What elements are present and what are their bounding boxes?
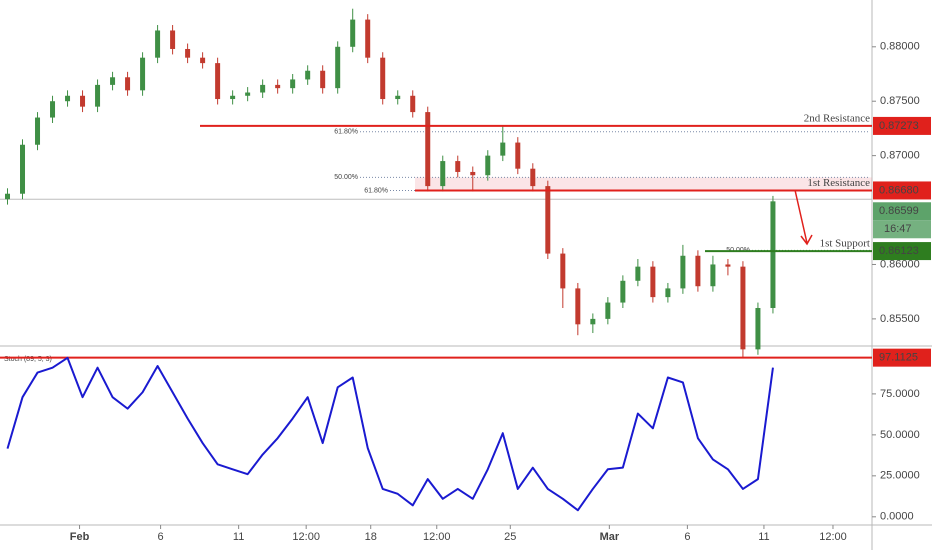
x-tick-label: Mar xyxy=(600,531,620,543)
countdown-box xyxy=(873,220,931,239)
y-tick-label: 0.85500 xyxy=(880,313,920,325)
level-price-box xyxy=(873,242,931,261)
candle-body xyxy=(650,266,656,298)
candle-body xyxy=(560,253,566,289)
candle-body xyxy=(260,84,266,93)
x-tick-label: 6 xyxy=(684,531,690,543)
forecast-arrow xyxy=(794,189,813,246)
stoch-line xyxy=(6,356,774,512)
x-tick-label: 18 xyxy=(365,531,377,543)
level-name: 2nd Resistance xyxy=(804,112,870,124)
candle-body xyxy=(350,19,356,47)
candle-body xyxy=(215,63,221,100)
candle-body xyxy=(35,117,41,145)
candle-body xyxy=(185,48,191,58)
candle-body xyxy=(230,95,236,100)
y2-tick-label: 75.0000 xyxy=(880,388,920,400)
y-tick-label: 0.87000 xyxy=(880,150,920,162)
x-tick-label: 6 xyxy=(158,531,164,543)
candle-body xyxy=(80,95,86,107)
candle-body xyxy=(755,307,761,350)
candle-body xyxy=(155,30,161,58)
countdown-label: 16:47 xyxy=(884,223,912,235)
candle-body xyxy=(695,255,701,287)
candle-body xyxy=(410,95,416,113)
candle-body xyxy=(515,142,521,169)
indicator-level-label: 97.1125 xyxy=(879,352,918,364)
candle-body xyxy=(455,161,461,172)
level-price-box xyxy=(873,116,931,135)
candle-body xyxy=(170,30,176,49)
level-price-label: 0.86680 xyxy=(879,184,919,196)
candle-body xyxy=(425,112,431,187)
y2-tick-label: 50.0000 xyxy=(880,429,920,441)
candle-body xyxy=(95,84,101,107)
candle-body xyxy=(770,201,776,308)
candle-body xyxy=(440,161,446,187)
fib-label: 61.80% xyxy=(364,187,388,194)
candle-body xyxy=(530,168,536,187)
candle-body xyxy=(605,302,611,319)
candle-body xyxy=(740,266,746,350)
candle-body xyxy=(245,92,251,96)
candle-body xyxy=(665,288,671,298)
candle-body xyxy=(500,142,506,156)
level-name: 1st Support xyxy=(820,238,870,250)
candle-body xyxy=(20,144,26,194)
candle-body xyxy=(485,155,491,176)
candle-body xyxy=(275,84,281,89)
fib-label: 61.80% xyxy=(334,129,358,136)
indicator-level-box xyxy=(873,348,931,367)
candle-body xyxy=(365,19,371,58)
current-price-box xyxy=(873,202,931,221)
candle-body xyxy=(200,57,206,64)
level-price-label: 0.87273 xyxy=(879,120,919,132)
y-tick-label: 0.87500 xyxy=(880,95,920,107)
candle-body xyxy=(725,264,731,267)
y-tick-label: 0.88000 xyxy=(880,41,920,53)
candle-body xyxy=(470,171,476,176)
candle-body xyxy=(380,57,386,100)
y-tick-label: 0.86000 xyxy=(880,258,920,270)
x-tick-label: 12:00 xyxy=(292,531,320,543)
candle-body xyxy=(590,318,596,325)
y2-tick-label: 25.0000 xyxy=(880,470,920,482)
candle-body xyxy=(305,70,311,80)
candle-body xyxy=(110,77,116,85)
candle-body xyxy=(635,266,641,281)
current-price-label: 0.86599 xyxy=(879,205,919,217)
x-tick-label: 11 xyxy=(233,531,244,543)
candle-body xyxy=(50,101,56,118)
x-tick-label: 12:00 xyxy=(423,531,451,543)
candle-body xyxy=(125,77,131,91)
candle-body xyxy=(290,79,296,89)
indicator-name: Stoch (89, 5, 3) xyxy=(4,356,52,363)
candle-body xyxy=(620,280,626,303)
candle-body xyxy=(710,264,716,287)
candle-body xyxy=(680,255,686,289)
candle-body xyxy=(5,193,11,200)
x-tick-label: 11 xyxy=(758,531,769,543)
candle-body xyxy=(575,288,581,325)
x-tick-label: 25 xyxy=(504,531,516,543)
candle-body xyxy=(545,186,551,254)
x-tick-label: 12:00 xyxy=(819,531,847,543)
x-tick-label: Feb xyxy=(70,531,90,543)
candle-body xyxy=(65,95,71,102)
fib-label: 50.00% xyxy=(334,174,358,181)
candle-body xyxy=(395,95,401,100)
y2-tick-label: 0.0000 xyxy=(880,511,914,523)
candle-body xyxy=(140,57,146,91)
level-price-label: 0.86123 xyxy=(879,245,919,257)
candle-body xyxy=(320,70,326,89)
candle-body xyxy=(335,46,341,89)
level-price-box xyxy=(873,181,931,200)
level-name: 1st Resistance xyxy=(807,177,870,189)
resistance-zone xyxy=(415,177,872,191)
